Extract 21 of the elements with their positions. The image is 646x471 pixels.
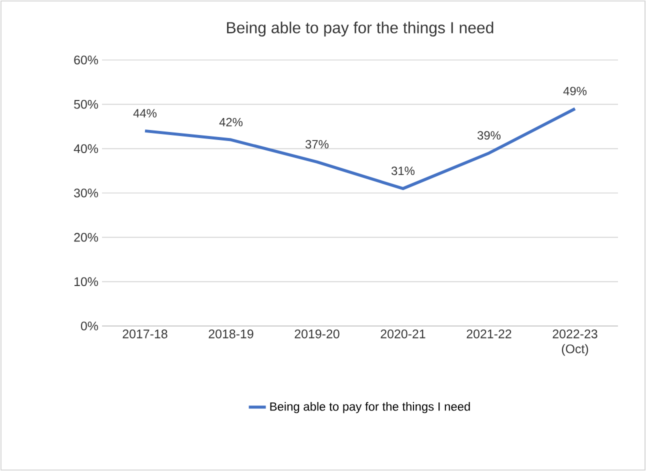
y-tick-label: 20% <box>74 232 98 242</box>
x-tick-label: 2017-18 <box>122 330 168 338</box>
y-tick-label: 40% <box>74 144 98 154</box>
x-tick-label: 2018-19 <box>208 330 254 338</box>
y-tick-label: 10% <box>74 277 98 286</box>
data-label: 42% <box>219 118 243 126</box>
x-tick-label: 2020-21 <box>380 330 426 338</box>
chart-title: Being able to pay for the things I need <box>227 22 494 37</box>
x-tick-label: 2021-22 <box>466 330 512 338</box>
x-tick-label: 2019-20 <box>294 330 340 338</box>
data-label: 39% <box>477 131 501 140</box>
data-label: 49% <box>563 86 587 96</box>
y-tick-label: 30% <box>74 188 98 198</box>
data-label: 44% <box>133 109 157 118</box>
y-tick-label: 60% <box>74 56 98 64</box>
data-label: 37% <box>305 140 329 148</box>
y-tick-label: 50% <box>74 100 98 109</box>
x-tick-label: 2022-23 (Oct) <box>552 330 598 356</box>
y-tick-label: 0% <box>80 322 98 330</box>
data-label: 31% <box>391 166 415 176</box>
legend-label: Being able to pay for the things I need <box>270 402 470 414</box>
